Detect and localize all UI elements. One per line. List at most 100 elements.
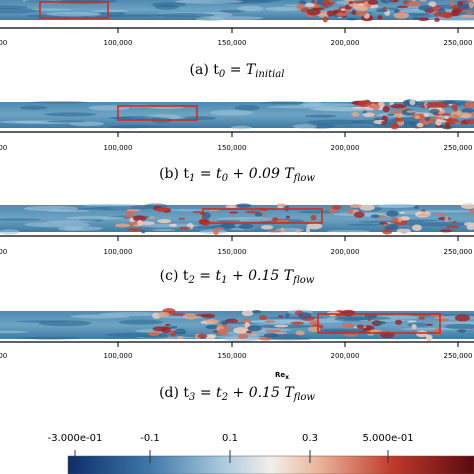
flow-eddy bbox=[447, 118, 452, 124]
flow-eddy bbox=[439, 12, 452, 18]
flow-streak bbox=[47, 220, 97, 223]
flow-eddy bbox=[353, 211, 365, 218]
flow-eddy bbox=[306, 8, 321, 16]
flow-eddy bbox=[205, 324, 220, 330]
flow-eddy bbox=[428, 1, 437, 7]
flow-eddy bbox=[411, 224, 422, 231]
flow-eddy bbox=[225, 205, 238, 209]
highlight-box bbox=[117, 105, 198, 121]
highlight-box bbox=[39, 1, 109, 19]
flow-eddy bbox=[396, 228, 412, 234]
flow-eddy bbox=[384, 223, 399, 230]
flow-streak bbox=[152, 228, 176, 232]
flow-streak bbox=[47, 120, 85, 123]
flow-eddy bbox=[123, 214, 135, 218]
flow-eddy bbox=[348, 1, 354, 4]
flow-eddy bbox=[132, 215, 147, 222]
flow-streak bbox=[108, 117, 136, 120]
flow-eddy bbox=[412, 16, 419, 20]
flow-eddy bbox=[370, 214, 380, 218]
flow-eddy bbox=[258, 336, 273, 341]
flow-eddy bbox=[258, 314, 268, 320]
flow-eddy bbox=[351, 106, 367, 109]
flow-streak bbox=[307, 119, 365, 125]
flow-streak bbox=[266, 105, 336, 109]
flow-eddy bbox=[205, 319, 219, 324]
flow-streak bbox=[45, 11, 101, 17]
x-tick-label: 200,000 bbox=[331, 248, 360, 256]
flow-eddy bbox=[250, 333, 258, 337]
flow-streak bbox=[445, 323, 474, 330]
caption-text: + 0.15 T bbox=[228, 268, 295, 284]
flow-streak bbox=[271, 334, 303, 338]
flow-eddy bbox=[137, 219, 143, 227]
flow-eddy bbox=[379, 222, 388, 225]
flow-streak bbox=[174, 0, 243, 4]
flow-eddy bbox=[322, 16, 328, 23]
flow-eddy bbox=[394, 9, 400, 14]
flow-eddy bbox=[141, 230, 146, 234]
flow-eddy bbox=[229, 214, 235, 217]
flow-eddy bbox=[340, 8, 346, 11]
flow-streak bbox=[378, 203, 417, 208]
flow-eddy bbox=[295, 229, 302, 233]
x-tick-label: 250,000 bbox=[444, 352, 473, 360]
flow-eddy bbox=[460, 202, 474, 209]
x-tick-label: 150,000 bbox=[218, 248, 247, 256]
caption-subscript: 0 bbox=[222, 173, 229, 184]
flow-streak bbox=[265, 6, 305, 11]
flow-streak bbox=[334, 316, 391, 321]
highlight-box bbox=[202, 208, 323, 224]
flow-eddy bbox=[332, 10, 339, 15]
flow-eddy bbox=[418, 5, 433, 11]
flow-eddy bbox=[407, 1, 421, 7]
flow-streak bbox=[19, 105, 48, 110]
flow-streak bbox=[97, 11, 126, 16]
axis-label-main: Re bbox=[275, 371, 285, 379]
flow-streak bbox=[211, 335, 261, 340]
flow-eddy bbox=[466, 224, 474, 231]
flow-eddy bbox=[310, 214, 317, 221]
colorbar bbox=[67, 455, 474, 474]
flow-eddy bbox=[176, 335, 184, 340]
flow-eddy bbox=[346, 17, 358, 21]
flow-eddy bbox=[295, 330, 305, 336]
flow-streak bbox=[0, 218, 42, 221]
flow-eddy bbox=[238, 223, 254, 230]
flow-streak bbox=[418, 209, 474, 213]
flow-eddy bbox=[375, 9, 389, 12]
flow-eddy bbox=[377, 15, 383, 20]
flow-eddy bbox=[399, 211, 406, 214]
flow-streak bbox=[244, 0, 281, 3]
flow-eddy bbox=[454, 121, 460, 125]
x-tick-label: 100,000 bbox=[104, 39, 133, 47]
flow-eddy bbox=[433, 328, 443, 336]
caption-text: (b) t bbox=[159, 166, 189, 182]
flow-eddy bbox=[148, 331, 160, 336]
flow-eddy bbox=[406, 320, 417, 323]
flow-eddy bbox=[420, 105, 426, 109]
flow-streak bbox=[259, 101, 310, 105]
caption-text: = t bbox=[195, 385, 222, 401]
flow-eddy bbox=[205, 333, 217, 338]
x-tick-label: 250,000 bbox=[444, 248, 473, 256]
flow-eddy bbox=[442, 100, 457, 105]
flow-eddy bbox=[168, 224, 175, 227]
flow-eddy bbox=[451, 103, 458, 110]
flow-eddy bbox=[356, 324, 365, 329]
colorbar-label: 0.1 bbox=[222, 433, 238, 444]
flow-eddy bbox=[326, 10, 335, 17]
flow-eddy bbox=[246, 330, 252, 334]
flow-streak bbox=[52, 0, 104, 2]
flow-streak bbox=[118, 319, 164, 325]
flow-eddy bbox=[411, 324, 417, 330]
caption: (c) t2 = t1 + 0.15 Tflow bbox=[160, 268, 315, 286]
caption-subscript: 1 bbox=[221, 275, 227, 286]
flow-eddy bbox=[247, 325, 262, 332]
x-tick-label: 100,000 bbox=[104, 352, 133, 360]
flow-eddy bbox=[114, 223, 131, 228]
flow-eddy bbox=[251, 310, 262, 314]
flow-eddy bbox=[272, 217, 279, 222]
x-tick-label: 200,000 bbox=[331, 352, 360, 360]
